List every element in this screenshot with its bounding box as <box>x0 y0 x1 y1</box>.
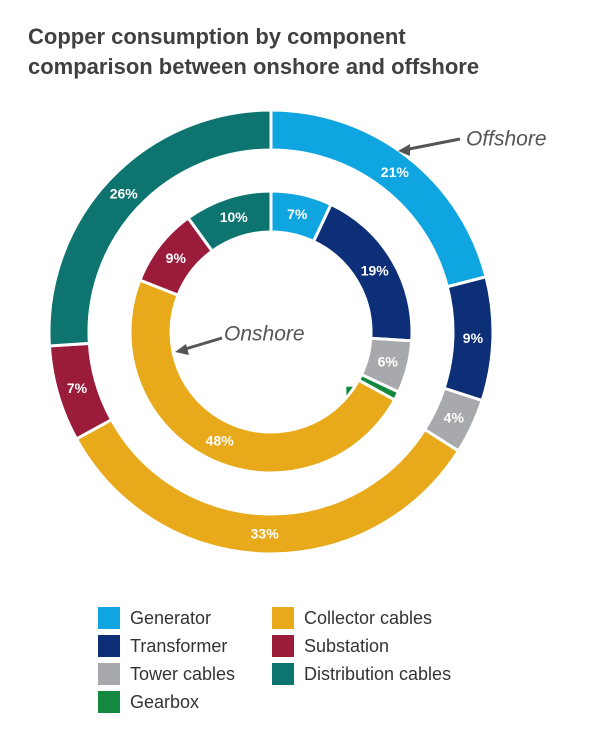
value-label: 7% <box>287 206 308 222</box>
legend-label: Distribution cables <box>304 664 451 684</box>
legend-label: Gearbox <box>130 692 199 712</box>
annotation-arrowhead <box>175 344 189 355</box>
annotation-arrowhead <box>398 144 410 156</box>
value-label: 48% <box>206 433 235 449</box>
value-label: 9% <box>463 330 484 346</box>
annotation-arrow <box>181 336 223 352</box>
value-label: 9% <box>166 250 187 266</box>
legend-swatch <box>98 635 120 657</box>
donut-slice <box>128 278 397 475</box>
value-label: 26% <box>110 185 139 201</box>
value-label: 21% <box>381 164 410 180</box>
legend-swatch <box>98 691 120 713</box>
chart-title: comparison between onshore and offshore <box>28 54 479 79</box>
donut-slice <box>186 189 273 254</box>
legend-swatch <box>272 663 294 685</box>
legend-label: Substation <box>304 636 389 656</box>
legend-label: Collector cables <box>304 608 432 628</box>
donut-slice <box>47 108 273 348</box>
annotation-arrow <box>403 137 461 152</box>
legend-label: Tower cables <box>130 664 235 684</box>
legend-swatch <box>272 607 294 629</box>
value-label: 4% <box>444 410 465 426</box>
legend-label: Transformer <box>130 636 227 656</box>
legend-swatch <box>98 663 120 685</box>
value-label: 10% <box>220 209 249 225</box>
legend-label: Generator <box>130 608 211 628</box>
annotation: Onshore <box>224 323 305 346</box>
value-label: 7% <box>67 380 88 396</box>
value-label: 19% <box>361 262 390 278</box>
legend-swatch <box>98 607 120 629</box>
value-label: 33% <box>251 526 280 542</box>
annotation: Offshore <box>466 128 547 151</box>
chart-title: Copper consumption by component <box>28 24 406 49</box>
value-label: 6% <box>378 354 399 370</box>
legend-swatch <box>272 635 294 657</box>
